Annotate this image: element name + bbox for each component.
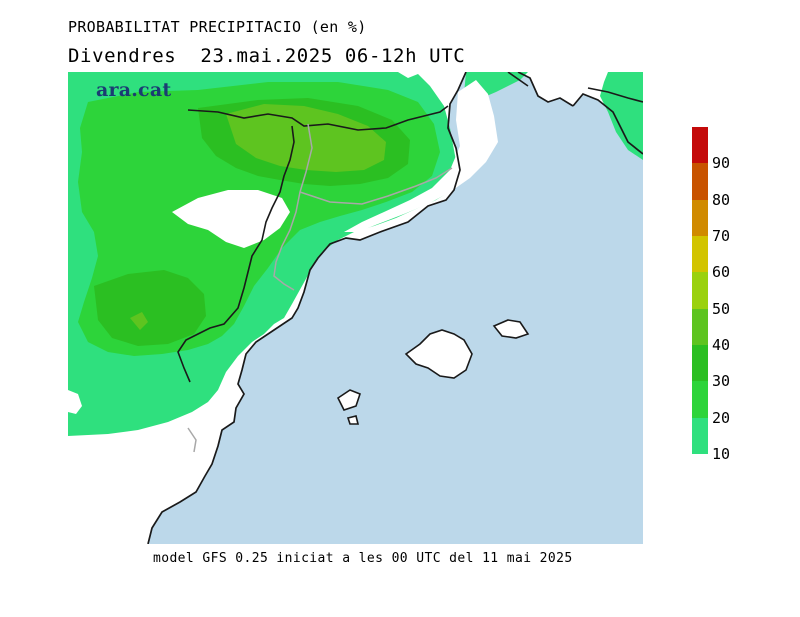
border-gray-region (187, 123, 453, 453)
coastline-ne (517, 72, 643, 155)
chart-subtitle: Divendres 23.mai.2025 06-12h UTC (68, 45, 466, 67)
legend-box-60 (692, 236, 708, 273)
legend-box-40 (692, 308, 708, 345)
legend-box-80 (692, 163, 708, 200)
legend-label-90: 90 (712, 154, 731, 173)
prob-zone-40-sw (130, 312, 148, 330)
color-legend (692, 127, 708, 454)
legend-label-20: 20 (712, 408, 731, 427)
legend-box-10 (692, 417, 708, 454)
model-footer: model GFS 0.25 iniciat a les 00 UTC del … (153, 551, 573, 566)
legend-label-70: 70 (712, 227, 731, 245)
prob-zone-40 (226, 104, 386, 172)
prob-zone-10-ne (600, 72, 643, 160)
prob-zone-30-sw (94, 270, 206, 346)
coastline (147, 72, 467, 544)
dry-zone-ebro (172, 190, 290, 248)
legend-box-30 (692, 345, 708, 382)
island-menorca (492, 319, 530, 339)
legend-label-50: 50 (712, 299, 731, 318)
legend-box-70 (692, 199, 708, 236)
dry-zone-west (68, 390, 82, 414)
island-formentera (346, 415, 360, 425)
legend-label-60: 60 (712, 263, 731, 282)
legend-box-20 (692, 381, 708, 418)
border-north (507, 72, 643, 103)
legend-box-50 (692, 272, 708, 309)
chart-title: PROBABILITAT PRECIPITACIO (en %) (68, 18, 367, 36)
precipitation-map (68, 72, 643, 544)
border-france-spain (187, 105, 449, 131)
island-ibiza (336, 389, 361, 411)
island-mallorca (404, 329, 473, 379)
dry-coast-strip (344, 80, 498, 232)
legend-label-10: 10 (712, 445, 731, 463)
legend-label-80: 80 (712, 190, 731, 209)
legend-label-40: 40 (712, 336, 731, 354)
border-aragon-catalonia (177, 125, 295, 383)
legend-box-90 (692, 127, 708, 164)
legend-label-30: 30 (712, 372, 731, 391)
ara-cat-logo: ara.cat (96, 79, 172, 101)
